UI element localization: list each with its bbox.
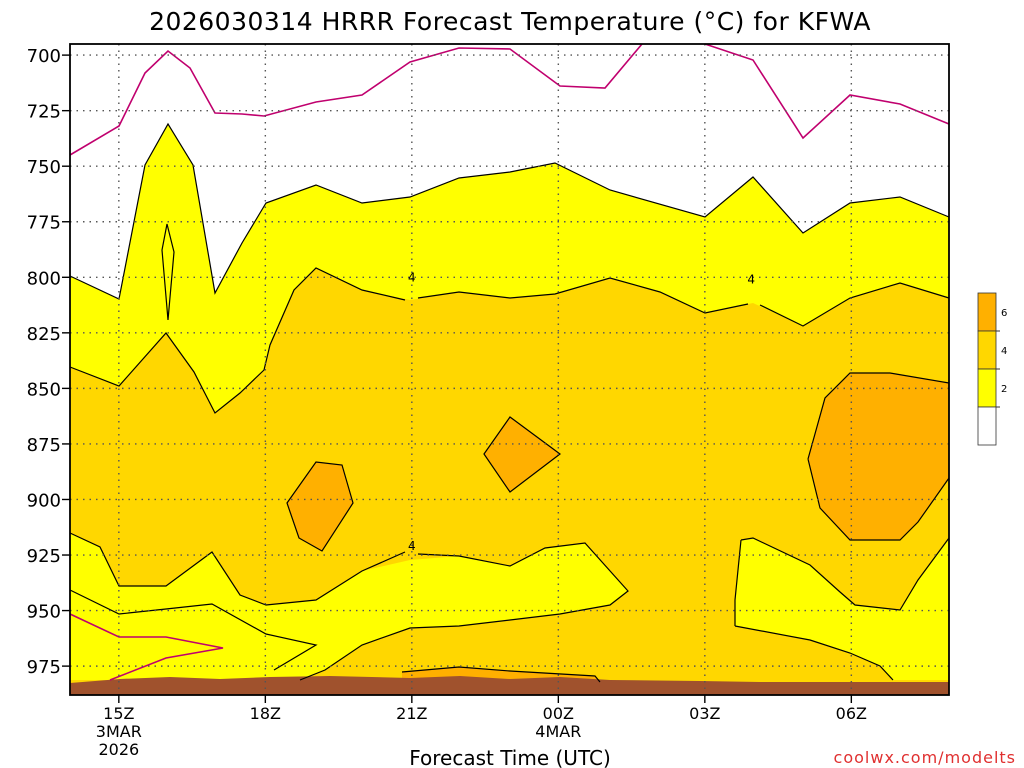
y-tick-label: 975 bbox=[27, 657, 61, 678]
contour-4 bbox=[69, 267, 950, 414]
x-tick-label: 00Z bbox=[543, 704, 574, 723]
x-tick-sublabel: 4MAR bbox=[535, 722, 581, 741]
freezing-lines bbox=[69, 43, 950, 681]
x-tick-label: 18Z bbox=[250, 704, 281, 723]
y-tick-label: 700 bbox=[27, 46, 61, 67]
fill-spike bbox=[162, 224, 174, 320]
y-tick-label: 825 bbox=[27, 324, 61, 345]
x-tick-sublabel: 3MAR bbox=[96, 722, 142, 741]
grid-lines bbox=[70, 44, 949, 695]
x-tick-label: 15Z bbox=[103, 704, 134, 723]
x-tick-label: 21Z bbox=[396, 704, 427, 723]
fill-above-6-c bbox=[808, 373, 949, 540]
contour-6-surface bbox=[401, 666, 601, 683]
plot-frame bbox=[69, 43, 950, 696]
y-tick-label: 875 bbox=[27, 435, 61, 456]
terrain-fill bbox=[70, 676, 949, 695]
contour-2 bbox=[69, 122, 950, 300]
contour-6-b bbox=[483, 416, 562, 493]
colorbar-swatch bbox=[977, 368, 997, 408]
watermark: coolwx.com/modelts bbox=[834, 748, 1016, 767]
x-tick-label: 03Z bbox=[689, 704, 720, 723]
contour-6-a bbox=[286, 461, 354, 552]
colorbar: 6 4 2 bbox=[977, 292, 1007, 446]
y-tick-label: 800 bbox=[27, 268, 61, 289]
fill-2-to-4-lower-left bbox=[70, 533, 628, 680]
y-tick-label: 750 bbox=[27, 157, 61, 178]
contour-label: 4 bbox=[747, 273, 755, 287]
contour-label: 4 bbox=[408, 270, 416, 284]
fill-above-6-a bbox=[287, 462, 353, 551]
x-tick-sublabel: 2026 bbox=[98, 740, 139, 759]
freezing-line-upper bbox=[69, 43, 950, 156]
colorbar-label: 4 bbox=[1001, 346, 1007, 357]
colorbar-label: 2 bbox=[1001, 384, 1007, 395]
y-axis: 700 725 750 775 800 825 850 875 900 925 950 975 bbox=[27, 46, 70, 678]
y-tick-label: 950 bbox=[27, 602, 61, 623]
y-tick-label: 925 bbox=[27, 546, 61, 567]
fill-above-6-b bbox=[484, 417, 560, 492]
y-tick-label: 725 bbox=[27, 102, 61, 123]
contour-2-spike bbox=[161, 223, 175, 321]
plot-area: 4 4 4 bbox=[69, 43, 950, 696]
colorbar-swatch bbox=[977, 292, 997, 332]
contour-lines bbox=[69, 122, 950, 683]
contour-4-lower-right bbox=[734, 537, 950, 681]
contour-labels: 4 4 4 bbox=[408, 270, 755, 553]
contour-4-lower bbox=[69, 532, 629, 681]
freezing-line-lower bbox=[69, 613, 224, 681]
fill-2-to-4-lower-right bbox=[735, 538, 949, 680]
y-tick-label: 900 bbox=[27, 490, 61, 511]
colorbar-swatch bbox=[977, 330, 997, 370]
y-tick-label: 775 bbox=[27, 213, 61, 234]
chart-title: 2026030314 HRRR Forecast Temperature (°C… bbox=[149, 7, 871, 36]
colorbar-label: 6 bbox=[1001, 308, 1007, 319]
contour-2-lower bbox=[69, 589, 318, 671]
contour-label: 4 bbox=[408, 539, 416, 553]
x-axis-label: Forecast Time (UTC) bbox=[409, 746, 611, 768]
x-tick-label: 06Z bbox=[836, 704, 867, 723]
y-tick-label: 850 bbox=[27, 379, 61, 400]
colorbar-swatch bbox=[977, 406, 997, 446]
